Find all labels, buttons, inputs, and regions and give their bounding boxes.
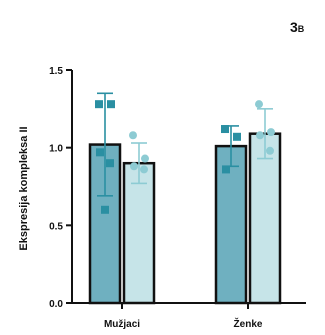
data-point: [222, 165, 230, 173]
y-tick-label: 0.0: [49, 299, 63, 310]
data-point: [141, 155, 149, 163]
data-point: [106, 159, 114, 167]
data-point: [107, 100, 115, 108]
data-point: [140, 165, 148, 173]
data-point: [255, 100, 263, 108]
bar: [216, 146, 246, 303]
y-tick-label: 0.5: [49, 221, 63, 232]
y-axis-label: Ekspresija kompleksa II: [18, 126, 30, 250]
data-point: [233, 133, 241, 141]
data-point: [267, 128, 275, 136]
x-tick-label: Ženke: [234, 317, 263, 330]
data-point: [96, 148, 104, 156]
data-point: [130, 162, 138, 170]
data-point: [129, 131, 137, 139]
data-point: [101, 206, 109, 214]
data-point: [256, 131, 264, 139]
chart-marks: [90, 93, 280, 303]
data-point: [221, 125, 229, 133]
y-tick-label: 1.0: [49, 144, 63, 155]
x-tick-label: Mužjaci: [104, 319, 140, 330]
data-point: [95, 100, 103, 108]
y-tick-label: 1.5: [49, 66, 63, 77]
data-point: [266, 147, 274, 155]
